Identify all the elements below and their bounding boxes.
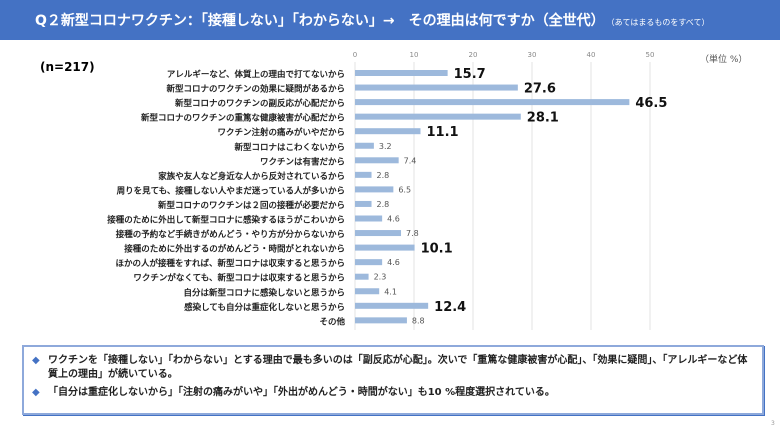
bar [355, 317, 407, 324]
data-label: 7.4 [404, 156, 417, 165]
unit-label: （単位 %） [700, 55, 748, 65]
bar [355, 84, 518, 91]
data-label: 2.8 [377, 200, 390, 209]
summary-note: ワクチンを「接種しない」「わからない」とする理由で最も多いのは「副反応が心配」。… [32, 354, 752, 382]
category-label: 新型コロナのワクチンの効果に疑問があるから [166, 84, 345, 95]
page-number: 3 [771, 420, 775, 427]
summary-note: 「自分は重症化しないから」「注射の痛みがいや」「外出がめんどう・時間がない」も1… [32, 386, 752, 400]
bar [355, 157, 399, 164]
bar [355, 128, 421, 135]
category-label: 新型コロナのワクチンの重篤な健康被害が心配だから [141, 113, 345, 124]
category-label: ほかの人が接種をすれば、新型コロナは収束すると思うから [115, 258, 345, 269]
data-label: 11.1 [426, 125, 458, 140]
data-label: 4.6 [387, 215, 400, 224]
category-label: 新型コロナはこわくないから [234, 142, 345, 153]
bar-chart: 0 10 20 30 40 50 アレルギーなど、体質上の理由で打てないから 15.7 新型コロ… [107, 51, 667, 330]
bar [355, 113, 521, 120]
bar [355, 171, 372, 178]
data-label: 7.8 [406, 229, 419, 238]
tick-label: 40 [587, 51, 596, 59]
bar [355, 99, 630, 106]
data-label: 4.6 [387, 258, 400, 267]
summary-box: ワクチンを「接種しない」「わからない」とする理由で最も多いのは「副反応が心配」。… [22, 345, 764, 415]
data-label: 28.1 [527, 111, 559, 126]
category-label: 接種のために外出して新型コロナに感染するほうがこわいから [107, 215, 345, 226]
bar [355, 215, 383, 222]
category-label: 接種のために外出するのがめんどう・時間がとれないから [124, 244, 345, 255]
tick-label: 30 [528, 51, 537, 59]
data-label: 2.3 [374, 273, 387, 282]
category-label: 周りを見ても、接種しない人やまだ迷っている人が多いから [117, 185, 345, 196]
bar [355, 142, 374, 149]
category-label: ワクチンは有害だから [260, 156, 345, 167]
title-text: Q２新型コロナワクチン：「接種しない」「わからない」→ その理由は何ですか（全世… [35, 13, 605, 29]
category-label: 感染しても自分は重症化しないと思うから [184, 302, 345, 313]
data-label: 10.1 [421, 242, 453, 257]
header-bar: Q２新型コロナワクチン：「接種しない」「わからない」→ その理由は何ですか（全世… [0, 0, 780, 40]
data-label: 2.8 [377, 171, 390, 180]
sample-size: (n=217) [40, 60, 95, 74]
category-label: 家族や友人など身近な人から反対されているから [158, 171, 345, 182]
data-label: 12.4 [434, 300, 466, 315]
bar [355, 244, 415, 251]
bar [355, 200, 372, 207]
data-label: 4.1 [384, 287, 397, 296]
tick-label: 50 [646, 51, 655, 59]
tick-label: 20 [469, 51, 478, 59]
data-label: 27.6 [524, 82, 556, 97]
category-label: 新型コロナのワクチンは２回の接種が必要だから [158, 200, 345, 211]
category-label: 接種の予約など手続きがめんどう・やり方が分からないから [116, 229, 345, 240]
bar [355, 302, 429, 309]
bar [355, 70, 448, 76]
title-note: （あてはまるものをすべて） [610, 18, 710, 27]
data-label: 15.7 [454, 67, 486, 82]
category-label: ワクチンがなくても、新型コロナは収束すると思うから [133, 273, 345, 284]
data-label: 6.5 [398, 185, 411, 194]
category-label: 自分は新型コロナに感染しないと思うから [183, 287, 345, 298]
bar [355, 288, 380, 295]
data-label: 8.8 [412, 316, 425, 325]
category-label: その他 [319, 316, 345, 327]
data-label: 3.2 [379, 142, 392, 151]
category-label: 新型コロナのワクチンの副反応が心配だから [175, 98, 345, 109]
tick-label: 0 [353, 51, 357, 59]
bar [355, 259, 383, 266]
category-label: アレルギーなど、体質上の理由で打てないから [167, 69, 345, 80]
tick-label: 10 [410, 51, 419, 59]
page-title: Q２新型コロナワクチン：「接種しない」「わからない」→ その理由は何ですか（全世… [35, 10, 709, 30]
bar [355, 186, 394, 193]
data-label: 46.5 [635, 96, 667, 111]
category-label: ワクチン注射の痛みがいやだから [217, 127, 345, 138]
bar [355, 273, 369, 280]
bar [355, 230, 402, 237]
